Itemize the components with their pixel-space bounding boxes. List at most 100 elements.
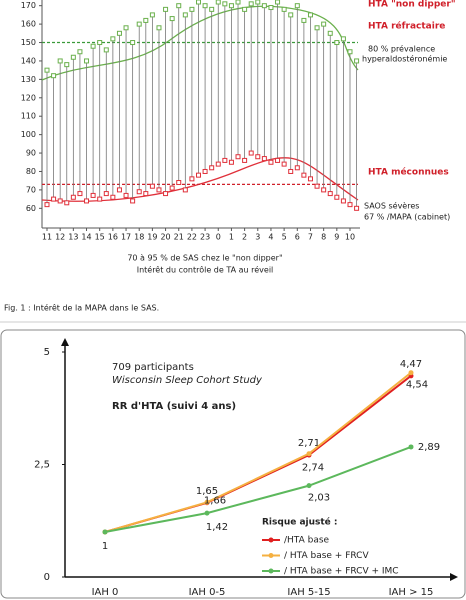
- data-point: [215, 161, 221, 167]
- data-point: [248, 1, 254, 7]
- series-line: [104, 371, 412, 533]
- y-tick-label: 0: [44, 572, 50, 583]
- data-point: [110, 194, 116, 200]
- x-tick-label: 5: [282, 233, 287, 242]
- data-label: 1,65: [196, 486, 218, 497]
- data-point: [169, 185, 175, 191]
- annotation: hyperaldostéronémie: [362, 54, 447, 64]
- data-point: [314, 183, 320, 189]
- data-point: [268, 5, 274, 11]
- data-point: [228, 3, 234, 9]
- data-point: [189, 176, 195, 182]
- data-point: [209, 165, 215, 171]
- y-tick-label: 160: [21, 20, 36, 29]
- x-tick-label: IAH > 15: [389, 587, 434, 598]
- data-point: [136, 189, 142, 195]
- data-label: 4,54: [406, 380, 428, 391]
- data-point: [176, 180, 182, 186]
- data-point: [307, 12, 313, 18]
- annotation: HTA réfractaire: [368, 21, 445, 32]
- data-point: [408, 444, 414, 450]
- data-point: [116, 187, 122, 193]
- data-point: [123, 192, 129, 198]
- data-point: [182, 12, 188, 18]
- annotation: 80 % prévalence: [368, 44, 435, 54]
- data-point: [222, 157, 228, 163]
- x-tick-label: 20: [160, 233, 170, 242]
- series-line: [104, 375, 412, 533]
- data-point: [116, 30, 122, 36]
- data-label: 2,89: [418, 442, 440, 453]
- data-point: [408, 370, 414, 376]
- data-point: [306, 483, 312, 489]
- data-point: [57, 198, 63, 204]
- y-tick-label: 60: [26, 204, 36, 213]
- y-tick-label: 110: [21, 112, 36, 121]
- annotation: HTA "non dipper": [368, 0, 456, 10]
- data-point: [261, 3, 267, 9]
- annotation: Intérêt du contrôle de TA au réveil: [137, 265, 274, 275]
- annotation: 67 % /MAPA (cabinet): [364, 213, 450, 222]
- y-tick-label: 130: [21, 75, 36, 84]
- data-point: [235, 0, 241, 5]
- data-point: [288, 168, 294, 174]
- data-point: [268, 159, 274, 165]
- data-point: [334, 194, 340, 200]
- data-point: [97, 196, 103, 202]
- x-tick-label: 11: [42, 233, 52, 242]
- data-point: [327, 191, 333, 197]
- chart-title: RR d'HTA (suivi 4 ans): [112, 401, 236, 412]
- data-point: [209, 6, 215, 12]
- annotation: 70 à 95 % de SAS chez le "non dipper": [127, 254, 282, 263]
- data-point: [143, 191, 149, 197]
- legend-label: / HTA base + FRCV + IMC: [284, 567, 399, 577]
- data-point: [102, 529, 108, 535]
- subtitle: 709 participants: [112, 362, 194, 373]
- data-point: [64, 200, 70, 206]
- data-point: [169, 16, 175, 22]
- data-point: [156, 187, 162, 193]
- data-point: [77, 49, 83, 55]
- y-tick-label: 170: [21, 1, 36, 10]
- y-tick-label: 120: [21, 93, 36, 102]
- x-tick-label: 17: [121, 233, 131, 242]
- x-tick-label: 12: [55, 233, 65, 242]
- plot-background: [0, 0, 362, 230]
- x-tick-label: 8: [321, 233, 326, 242]
- data-point: [228, 159, 234, 165]
- data-point: [204, 499, 210, 505]
- data-label: 1: [102, 541, 108, 552]
- axis-arrow: [61, 338, 69, 346]
- x-tick-label: 1: [229, 233, 234, 242]
- data-point: [340, 198, 346, 204]
- data-label: 1,66: [204, 495, 226, 506]
- y-tick-label: 150: [21, 38, 36, 47]
- data-point: [255, 0, 261, 5]
- y-tick-label: 80: [26, 167, 36, 176]
- x-tick-label: 15: [95, 233, 105, 242]
- chart-frame: [0, 329, 466, 599]
- data-point: [314, 25, 320, 31]
- data-point: [301, 17, 307, 23]
- data-point: [97, 40, 103, 46]
- data-label: 2,74: [302, 463, 324, 474]
- data-point: [163, 6, 169, 12]
- data-point: [103, 191, 109, 197]
- data-point: [307, 176, 313, 182]
- data-point: [347, 202, 353, 208]
- data-point: [288, 12, 294, 18]
- data-point: [70, 194, 76, 200]
- data-point: [281, 161, 287, 167]
- data-point: [130, 198, 136, 204]
- data-point: [84, 58, 90, 64]
- data-point: [149, 183, 155, 189]
- y-tick-label: 90: [26, 149, 36, 158]
- legend-label: / HTA base + FRCV: [284, 551, 369, 561]
- data-label: 4,47: [400, 359, 422, 370]
- data-point: [77, 191, 83, 197]
- data-point: [222, 1, 228, 7]
- data-point: [275, 0, 281, 5]
- data-point: [57, 58, 63, 64]
- annotation: HTA méconnues: [368, 167, 449, 178]
